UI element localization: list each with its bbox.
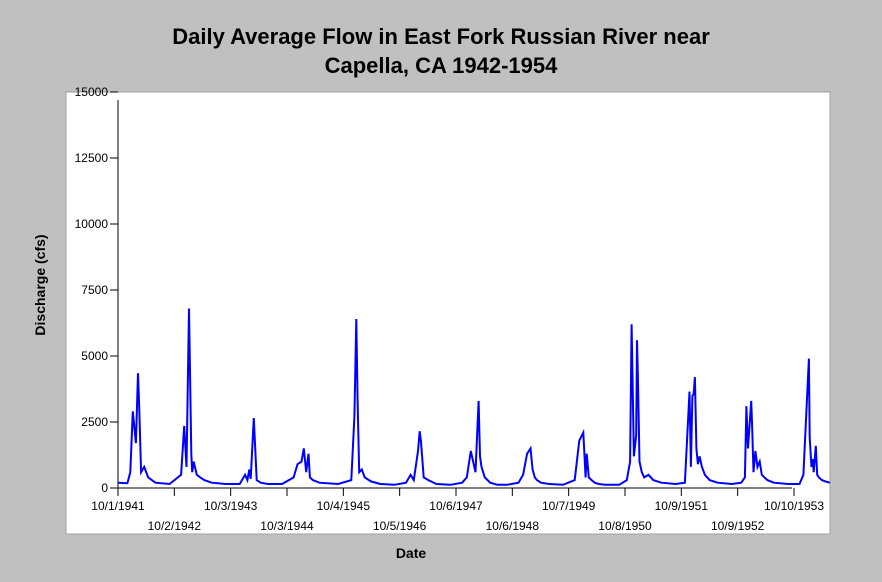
x-tick-label: 10/10/1953 (764, 499, 824, 513)
x-tick-label: 10/9/1951 (655, 499, 709, 513)
x-tick-label: 10/9/1952 (711, 519, 765, 533)
x-tick-label: 10/3/1944 (260, 519, 314, 533)
x-tick-label: 10/1/1941 (91, 499, 145, 513)
y-tick-label: 12500 (75, 151, 109, 165)
discharge-series-line (117, 308, 831, 486)
y-tick-label: 15000 (75, 85, 109, 99)
x-tick-label: 10/2/1942 (148, 519, 202, 533)
x-axis-label: Date (395, 545, 427, 561)
x-tick-label: 10/6/1948 (486, 519, 540, 533)
chart-title-line-2: Capella, CA 1942-1954 (324, 53, 558, 78)
x-tick-label: 10/8/1950 (598, 519, 652, 533)
y-tick-label: 0 (101, 481, 108, 495)
y-axis-label: Discharge (cfs) (32, 234, 48, 336)
plot-area (65, 91, 831, 535)
x-tick-label: 10/4/1945 (317, 499, 371, 513)
x-tick-label: 10/5/1946 (373, 519, 427, 533)
x-tick-label: 10/7/1949 (542, 499, 596, 513)
x-tick-label: 10/3/1943 (204, 499, 258, 513)
y-tick-label: 2500 (81, 415, 108, 429)
x-tick-label: 10/6/1947 (429, 499, 483, 513)
y-tick-label: 10000 (75, 217, 109, 231)
chart-title-line-1: Daily Average Flow in East Fork Russian … (172, 24, 710, 49)
y-tick-label: 5000 (81, 349, 108, 363)
y-tick-label: 7500 (81, 283, 108, 297)
chart-title: Daily Average Flow in East Fork Russian … (0, 22, 882, 80)
